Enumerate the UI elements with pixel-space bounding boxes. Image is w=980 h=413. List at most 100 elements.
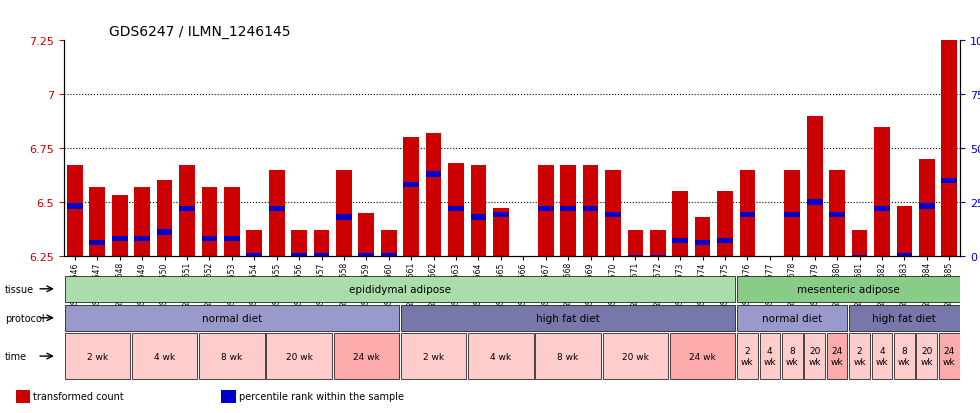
Text: 8 wk: 8 wk xyxy=(558,352,579,361)
Bar xyxy=(762,256,778,258)
Bar xyxy=(291,230,307,256)
Bar xyxy=(246,230,262,256)
Bar xyxy=(314,253,329,259)
Bar xyxy=(246,253,262,259)
Bar xyxy=(942,178,957,184)
FancyBboxPatch shape xyxy=(737,333,758,379)
Bar xyxy=(740,170,756,256)
Bar xyxy=(425,172,441,177)
Bar xyxy=(470,215,486,220)
Bar xyxy=(134,236,150,242)
Bar xyxy=(627,256,643,261)
Bar xyxy=(583,206,599,211)
Bar xyxy=(202,188,218,256)
Bar xyxy=(807,200,822,205)
FancyBboxPatch shape xyxy=(65,333,130,379)
Text: 2
wk: 2 wk xyxy=(741,347,754,366)
Bar xyxy=(157,230,172,235)
Bar xyxy=(89,240,105,246)
Bar xyxy=(269,170,284,256)
Text: tissue: tissue xyxy=(5,284,34,294)
Text: epididymal adipose: epididymal adipose xyxy=(349,284,451,294)
FancyBboxPatch shape xyxy=(850,333,870,379)
Bar xyxy=(202,236,218,242)
FancyBboxPatch shape xyxy=(535,333,601,379)
Text: normal diet: normal diet xyxy=(762,313,822,323)
Bar xyxy=(134,188,150,256)
FancyBboxPatch shape xyxy=(65,305,399,331)
Bar xyxy=(807,116,822,256)
Bar xyxy=(157,181,172,256)
Bar xyxy=(448,164,464,256)
Bar xyxy=(942,41,957,256)
Bar xyxy=(359,253,374,259)
Text: 4
wk: 4 wk xyxy=(875,347,888,366)
Text: 4
wk: 4 wk xyxy=(763,347,776,366)
Bar xyxy=(404,138,419,256)
FancyBboxPatch shape xyxy=(737,305,848,331)
Bar xyxy=(740,213,756,218)
Text: 24 wk: 24 wk xyxy=(353,352,379,361)
Text: time: time xyxy=(5,351,27,361)
Bar xyxy=(874,127,890,256)
Bar xyxy=(470,166,486,256)
Bar xyxy=(919,159,935,256)
Text: normal diet: normal diet xyxy=(202,313,262,323)
Bar xyxy=(650,256,665,261)
Bar xyxy=(695,217,710,256)
Text: 20 wk: 20 wk xyxy=(285,352,313,361)
Bar xyxy=(919,204,935,209)
Text: percentile rank within the sample: percentile rank within the sample xyxy=(239,392,404,401)
Text: 8
wk: 8 wk xyxy=(898,347,910,366)
FancyBboxPatch shape xyxy=(333,333,399,379)
Text: 8 wk: 8 wk xyxy=(221,352,242,361)
FancyBboxPatch shape xyxy=(827,333,848,379)
FancyBboxPatch shape xyxy=(267,333,332,379)
FancyBboxPatch shape xyxy=(916,333,937,379)
Bar xyxy=(89,188,105,256)
Bar xyxy=(381,253,397,259)
Bar xyxy=(493,209,509,256)
FancyBboxPatch shape xyxy=(401,305,735,331)
Bar xyxy=(695,240,710,246)
Bar xyxy=(829,170,845,256)
Bar xyxy=(784,213,800,218)
FancyBboxPatch shape xyxy=(603,333,668,379)
Bar xyxy=(515,260,531,265)
Bar xyxy=(314,230,329,256)
Bar xyxy=(359,213,374,256)
Bar xyxy=(672,192,688,256)
FancyBboxPatch shape xyxy=(132,333,197,379)
Bar xyxy=(561,206,576,211)
Bar xyxy=(425,134,441,256)
Bar xyxy=(852,230,867,256)
Text: transformed count: transformed count xyxy=(33,392,124,401)
Text: mesenteric adipose: mesenteric adipose xyxy=(797,284,900,294)
FancyBboxPatch shape xyxy=(871,333,892,379)
Bar xyxy=(897,253,912,259)
Bar xyxy=(605,213,620,218)
Bar xyxy=(583,166,599,256)
Text: high fat diet: high fat diet xyxy=(536,313,600,323)
Bar xyxy=(16,390,30,403)
Bar xyxy=(538,206,554,211)
FancyBboxPatch shape xyxy=(805,333,825,379)
Bar xyxy=(224,236,240,242)
FancyBboxPatch shape xyxy=(782,333,803,379)
Text: 24
wk: 24 wk xyxy=(831,347,844,366)
Bar xyxy=(336,215,352,220)
Text: 2 wk: 2 wk xyxy=(423,352,444,361)
FancyBboxPatch shape xyxy=(670,333,735,379)
FancyBboxPatch shape xyxy=(737,276,959,302)
Text: 24
wk: 24 wk xyxy=(943,347,956,366)
Text: 24 wk: 24 wk xyxy=(689,352,716,361)
Bar xyxy=(221,390,236,403)
FancyBboxPatch shape xyxy=(468,333,533,379)
Bar xyxy=(627,230,643,256)
FancyBboxPatch shape xyxy=(760,333,780,379)
Text: 20
wk: 20 wk xyxy=(920,347,933,366)
Bar xyxy=(224,188,240,256)
Bar xyxy=(291,253,307,259)
FancyBboxPatch shape xyxy=(894,333,914,379)
Bar xyxy=(67,166,82,256)
